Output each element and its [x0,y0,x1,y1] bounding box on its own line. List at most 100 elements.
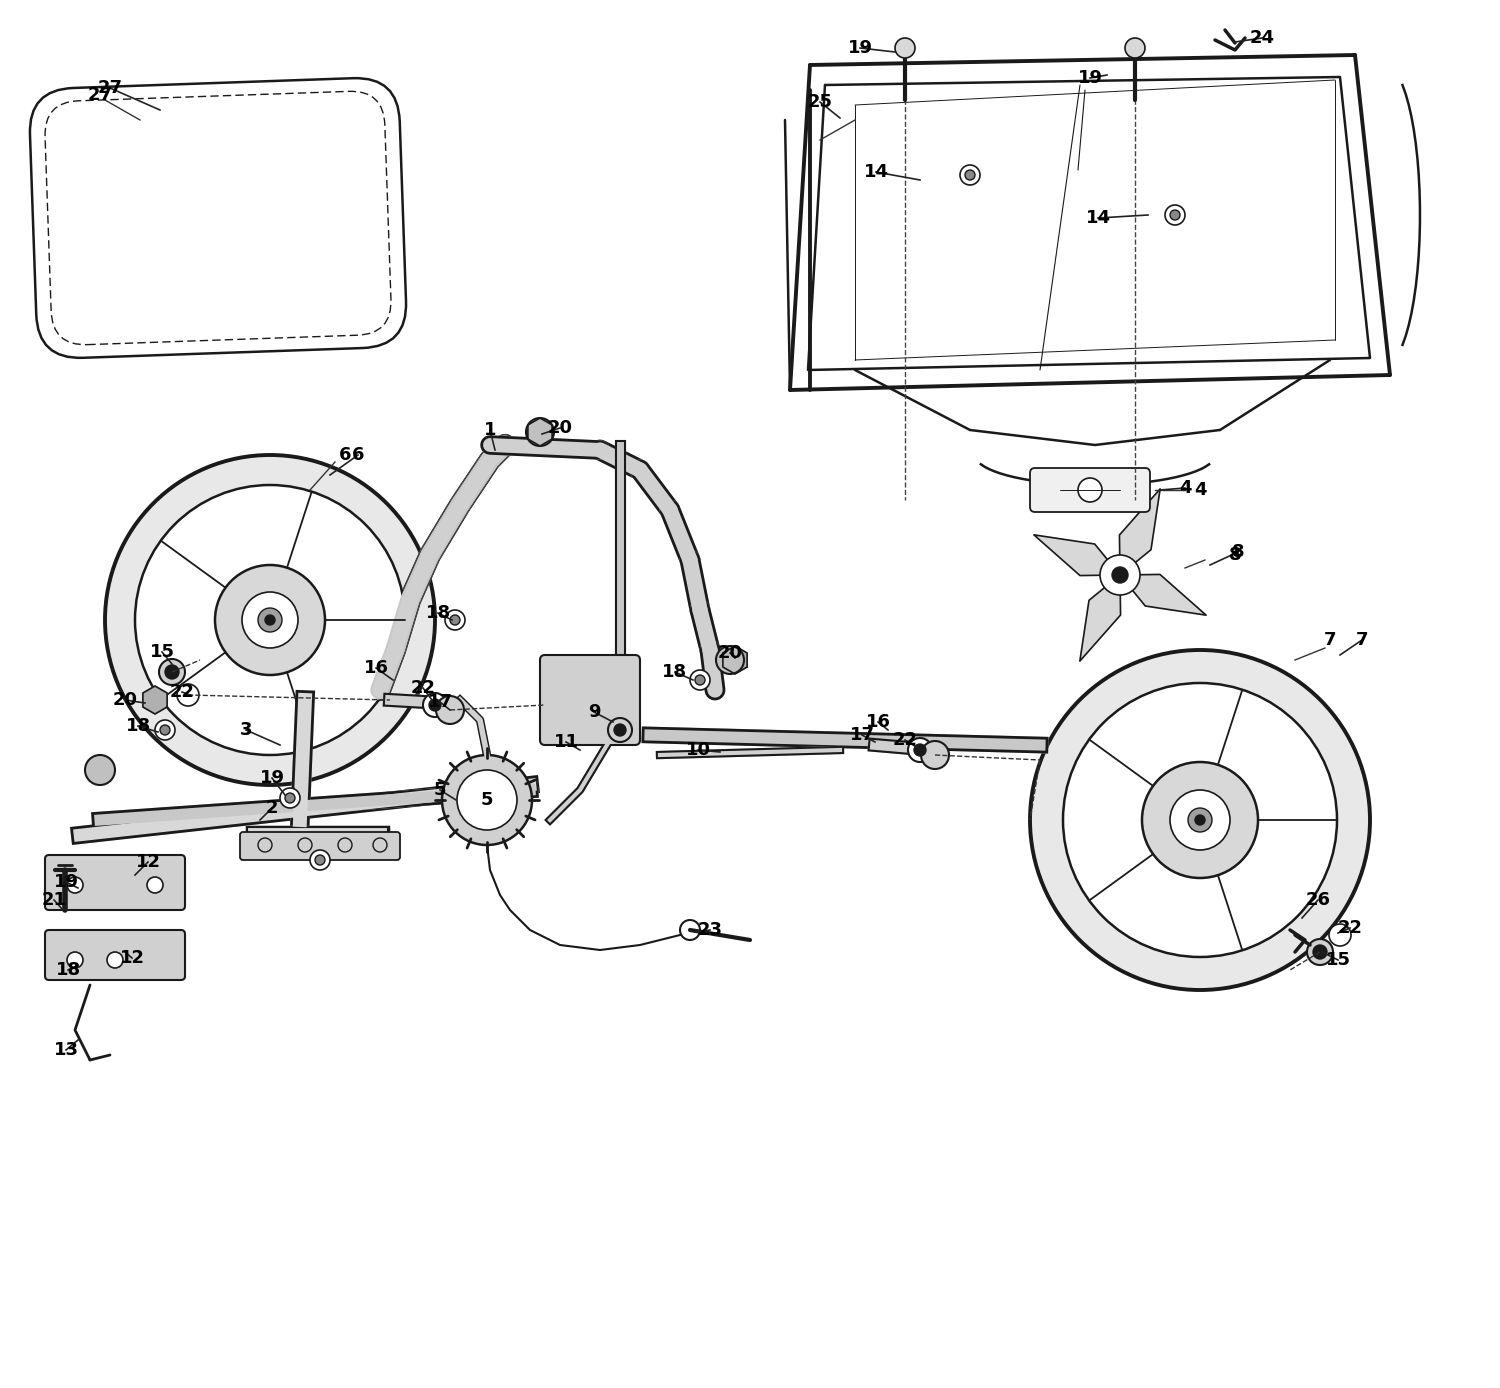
Circle shape [614,725,626,736]
Circle shape [242,593,298,648]
FancyBboxPatch shape [45,855,184,911]
FancyBboxPatch shape [45,930,184,980]
Text: 27: 27 [88,86,112,104]
Text: 13: 13 [54,1041,78,1059]
Text: 27: 27 [98,79,123,97]
Text: 18: 18 [126,718,150,736]
Text: 10: 10 [686,741,711,759]
Circle shape [1078,477,1102,502]
Text: 21: 21 [42,891,66,909]
Circle shape [1100,555,1140,595]
Circle shape [716,645,744,675]
Text: 5: 5 [480,791,494,809]
Text: 4: 4 [1194,482,1206,500]
Circle shape [908,738,932,762]
Text: 12: 12 [135,854,160,872]
Circle shape [1030,650,1370,990]
Circle shape [429,700,441,711]
Polygon shape [528,418,552,446]
Circle shape [298,838,312,852]
FancyBboxPatch shape [1030,468,1150,512]
Circle shape [86,755,116,786]
Text: 18: 18 [426,604,450,622]
Text: 18: 18 [56,960,81,979]
Text: 25: 25 [807,93,832,111]
Circle shape [436,695,463,725]
Circle shape [154,720,176,740]
Text: 19: 19 [847,39,873,57]
Circle shape [446,609,465,630]
Text: 20: 20 [112,691,138,709]
Text: 22: 22 [411,679,435,697]
Circle shape [165,665,178,679]
Circle shape [526,418,554,446]
Text: 20: 20 [548,419,573,437]
Circle shape [442,755,532,845]
Text: 19: 19 [260,769,285,787]
Text: 18: 18 [663,663,687,682]
FancyBboxPatch shape [30,78,406,358]
Circle shape [1170,210,1180,221]
Circle shape [458,770,518,830]
Circle shape [1142,762,1258,879]
Circle shape [1196,815,1204,824]
Circle shape [135,484,405,755]
Circle shape [1112,568,1128,583]
Text: 1: 1 [483,421,496,439]
Text: 24: 24 [1250,29,1275,47]
Circle shape [285,793,296,804]
Polygon shape [142,686,166,713]
FancyBboxPatch shape [240,831,400,861]
Circle shape [1188,808,1212,831]
Circle shape [1306,940,1334,965]
FancyBboxPatch shape [540,655,640,745]
Polygon shape [1080,575,1120,661]
Circle shape [266,615,274,625]
Text: 16: 16 [363,659,388,677]
Text: 5: 5 [433,781,447,799]
Text: 17: 17 [849,726,874,744]
Circle shape [159,659,184,686]
Text: 2: 2 [266,799,279,818]
Circle shape [964,169,975,180]
Text: 9: 9 [588,702,600,720]
Text: 8: 8 [1228,545,1242,564]
Circle shape [374,838,387,852]
Text: 23: 23 [698,922,723,940]
Circle shape [310,849,330,870]
Circle shape [258,838,272,852]
Text: 8: 8 [1232,543,1245,561]
Text: 7: 7 [1323,632,1336,650]
Circle shape [1166,205,1185,225]
Circle shape [338,838,352,852]
Text: 19: 19 [1077,69,1102,87]
Circle shape [258,608,282,632]
Circle shape [896,37,915,58]
Text: 12: 12 [120,949,144,967]
Circle shape [608,718,631,743]
Circle shape [450,615,460,625]
Text: 22: 22 [892,731,918,750]
Text: 22: 22 [170,683,195,701]
Text: 15: 15 [1326,951,1350,969]
Text: 6: 6 [351,446,364,464]
Circle shape [690,670,709,690]
Text: 20: 20 [717,644,742,662]
Text: 14: 14 [864,162,888,180]
Polygon shape [1034,534,1120,576]
Text: 16: 16 [865,713,891,731]
Circle shape [177,684,200,706]
Text: 17: 17 [427,693,453,711]
Text: 22: 22 [1338,919,1362,937]
Text: 26: 26 [1305,891,1330,909]
Circle shape [1125,37,1144,58]
Circle shape [160,725,170,736]
Circle shape [105,455,435,786]
Polygon shape [723,645,747,675]
Circle shape [1064,683,1336,956]
Circle shape [960,165,980,185]
Circle shape [1170,790,1230,849]
Circle shape [68,877,82,892]
Circle shape [214,565,326,675]
Circle shape [680,920,700,940]
